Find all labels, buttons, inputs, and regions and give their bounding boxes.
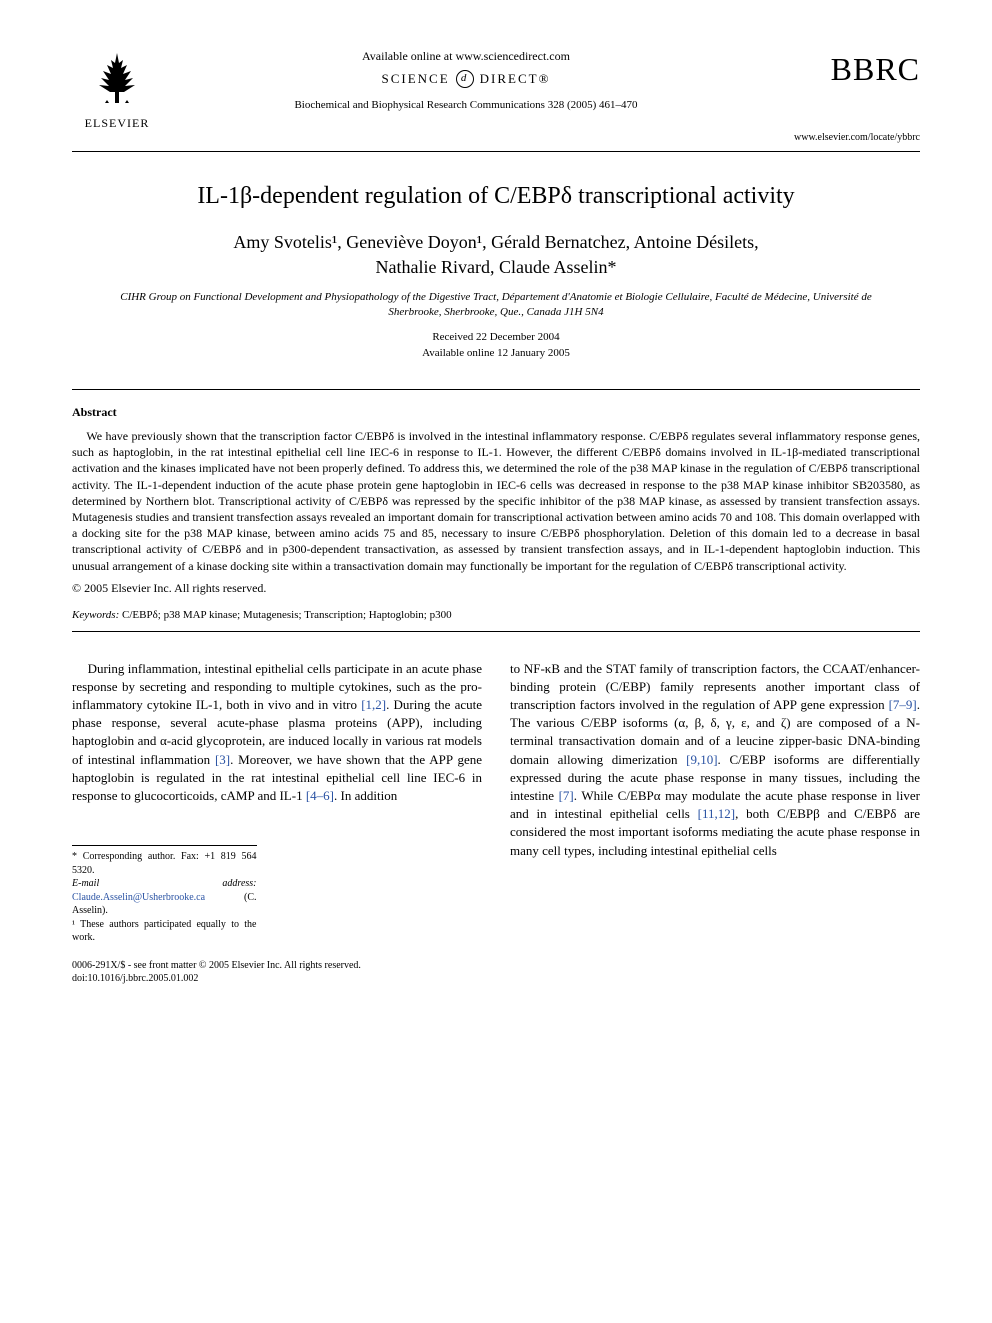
ref-link[interactable]: [11,12] [698, 806, 735, 821]
email-line: E-mail address: Claude.Asselin@Usherbroo… [72, 877, 257, 918]
email-label: E-mail address: [72, 878, 257, 889]
footer-left: 0006-291X/$ - see front matter © 2005 El… [72, 959, 361, 986]
publisher-block: ELSEVIER [72, 48, 162, 131]
abstract-text: We have previously shown that the transc… [72, 429, 920, 573]
available-date: Available online 12 January 2005 [72, 346, 920, 361]
column-right: to NF-κB and the STAT family of transcri… [510, 660, 920, 945]
footnotes-block: * Corresponding author. Fax: +1 819 564 … [72, 845, 257, 945]
body-paragraph-1-cont: to NF-κB and the STAT family of transcri… [510, 660, 920, 860]
sd-left: SCIENCE [382, 70, 450, 88]
ref-link[interactable]: [3] [215, 752, 230, 767]
journal-reference: Biochemical and Biophysical Research Com… [182, 98, 750, 113]
doi-line: doi:10.1016/j.bbrc.2005.01.002 [72, 972, 361, 986]
equal-contribution-note: ¹ These authors participated equally to … [72, 918, 257, 945]
column-left: During inflammation, intestinal epitheli… [72, 660, 482, 945]
elsevier-tree-icon [87, 48, 147, 108]
body-columns: During inflammation, intestinal epitheli… [72, 660, 920, 945]
email-link[interactable]: Claude.Asselin@Usherbrooke.ca [72, 892, 205, 903]
separator-rule [72, 389, 920, 390]
page-header: ELSEVIER Available online at www.science… [72, 48, 920, 152]
ref-link[interactable]: [9,10] [686, 752, 717, 767]
dates-block: Received 22 December 2004 Available onli… [72, 330, 920, 361]
publisher-label: ELSEVIER [72, 115, 162, 131]
abstract-body: We have previously shown that the transc… [72, 428, 920, 574]
sd-circle-icon [456, 70, 474, 88]
keywords-values: C/EBPδ; p38 MAP kinase; Mutagenesis; Tra… [119, 609, 451, 621]
body-text: to NF-κB and the STAT family of transcri… [510, 661, 920, 712]
separator-rule-2 [72, 631, 920, 632]
ref-link[interactable]: [7–9] [889, 697, 917, 712]
received-date: Received 22 December 2004 [72, 330, 920, 345]
sd-right: DIRECT® [480, 70, 551, 88]
keywords-line: Keywords: C/EBPδ; p38 MAP kinase; Mutage… [72, 608, 920, 623]
journal-abbrev: BBRC [770, 48, 920, 91]
body-paragraph-1: During inflammation, intestinal epitheli… [72, 660, 482, 806]
page-footer: 0006-291X/$ - see front matter © 2005 El… [72, 959, 920, 986]
ref-link[interactable]: [1,2] [361, 697, 386, 712]
authors-block: Amy Svotelis¹, Geneviève Doyon¹, Gérald … [72, 230, 920, 280]
header-right: BBRC www.elsevier.com/locate/ybbrc [770, 48, 920, 145]
corresponding-author-note: * Corresponding author. Fax: +1 819 564 … [72, 850, 257, 877]
authors-line-1: Amy Svotelis¹, Geneviève Doyon¹, Gérald … [72, 230, 920, 255]
keywords-label: Keywords: [72, 609, 119, 621]
available-online-text: Available online at www.sciencedirect.co… [182, 48, 750, 64]
locate-url: www.elsevier.com/locate/ybbrc [770, 131, 920, 145]
affiliation: CIHR Group on Functional Development and… [112, 290, 880, 320]
front-matter-line: 0006-291X/$ - see front matter © 2005 El… [72, 959, 361, 973]
abstract-heading: Abstract [72, 404, 920, 420]
ref-link[interactable]: [4–6] [306, 788, 334, 803]
sciencedirect-logo: SCIENCE DIRECT® [182, 70, 750, 88]
article-title: IL-1β-dependent regulation of C/EBPδ tra… [72, 180, 920, 212]
body-text: . In addition [334, 788, 397, 803]
authors-line-2: Nathalie Rivard, Claude Asselin* [72, 255, 920, 280]
ref-link[interactable]: [7] [559, 788, 574, 803]
header-center: Available online at www.sciencedirect.co… [162, 48, 770, 113]
abstract-copyright: © 2005 Elsevier Inc. All rights reserved… [72, 580, 920, 596]
